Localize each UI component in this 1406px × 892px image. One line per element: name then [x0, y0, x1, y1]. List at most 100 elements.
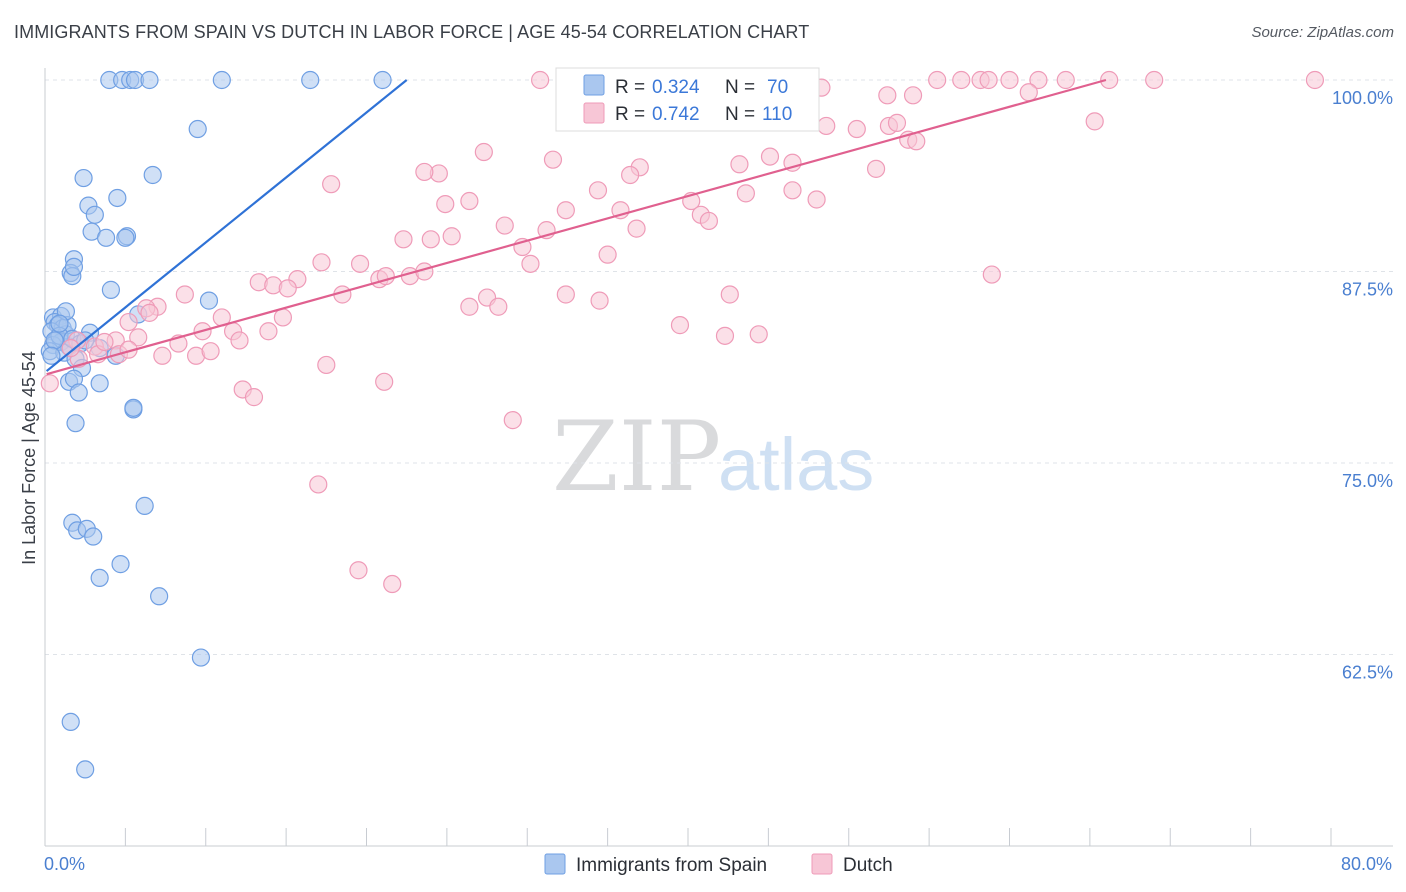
bottom-legend-swatch-spain: [544, 853, 566, 875]
data-point: [736, 184, 755, 203]
data-point: [521, 254, 540, 273]
data-point: [312, 253, 331, 272]
y-tick-label: 100.0%: [1332, 88, 1393, 108]
watermark-atlas: atlas: [718, 423, 874, 506]
data-point: [108, 188, 127, 208]
data-point: [45, 331, 64, 350]
data-point: [129, 328, 148, 347]
data-point: [84, 527, 103, 546]
data-point: [421, 230, 440, 249]
trend-line-dutch: [46, 78, 1107, 376]
data-point: [74, 168, 93, 188]
data-point: [1029, 70, 1048, 90]
data-point: [556, 201, 575, 220]
data-point: [543, 150, 563, 169]
data-point: [715, 326, 735, 345]
data-point: [760, 147, 780, 166]
legend-n-value-dutch: 110: [762, 104, 792, 125]
data-point: [349, 561, 368, 580]
data-point: [350, 254, 370, 273]
y-tick-labels: 62.5% 75.0% 87.5% 100.0%: [1332, 88, 1393, 683]
data-point: [301, 70, 320, 90]
data-point: [1100, 70, 1119, 90]
legend-swatch-spain: [583, 74, 605, 96]
data-point: [230, 331, 249, 350]
series-legend: Immigrants from Spain Dutch: [544, 853, 893, 876]
data-point: [309, 475, 328, 494]
data-point: [124, 398, 143, 417]
data-point: [40, 374, 59, 393]
legend-r-label-dutch: R =: [615, 104, 645, 125]
data-point: [436, 194, 455, 214]
watermark-zip: ZIP: [552, 401, 721, 513]
data-point: [175, 285, 194, 304]
data-point: [101, 280, 121, 299]
data-point: [730, 155, 749, 174]
data-point: [588, 181, 608, 200]
y-tick-label: 62.5%: [1342, 663, 1393, 683]
data-point: [1305, 70, 1325, 90]
data-point: [1019, 83, 1038, 102]
series-dutch-points: [40, 70, 1325, 594]
data-point: [1056, 70, 1075, 90]
data-point: [503, 411, 522, 430]
data-point: [90, 374, 109, 393]
y-tick-label: 87.5%: [1342, 280, 1393, 300]
data-point: [878, 86, 897, 105]
data-point: [212, 70, 231, 90]
data-point: [278, 279, 297, 298]
legend-r-value-dutch: 0.742: [652, 104, 700, 125]
data-point: [415, 162, 434, 182]
data-point: [116, 228, 135, 247]
data-point: [140, 303, 159, 322]
data-point: [383, 574, 402, 594]
data-point: [135, 496, 154, 515]
data-point: [95, 332, 114, 352]
data-point: [460, 297, 479, 316]
data-point: [627, 219, 646, 238]
legend-r-label-spain: R =: [615, 77, 645, 98]
data-point: [69, 383, 88, 402]
data-point: [699, 211, 718, 231]
data-point: [749, 325, 768, 344]
data-point: [244, 388, 264, 407]
data-point: [982, 265, 1001, 284]
data-point: [460, 191, 479, 211]
gridlines: [45, 79, 1393, 655]
axes: [44, 68, 1393, 847]
data-point: [1085, 112, 1104, 131]
bottom-legend-label-spain: Immigrants from Spain: [576, 855, 767, 876]
y-tick-label: 75.0%: [1342, 471, 1393, 491]
data-point: [64, 257, 84, 277]
points-layer: [40, 70, 1325, 779]
data-point: [119, 312, 138, 332]
data-point: [952, 70, 971, 90]
data-point: [531, 70, 550, 90]
data-point: [42, 346, 61, 365]
data-point: [442, 227, 461, 246]
bottom-legend-label-dutch: Dutch: [843, 855, 893, 876]
data-point: [96, 228, 116, 247]
data-point: [720, 285, 739, 304]
data-point: [670, 316, 690, 335]
data-point: [373, 70, 392, 90]
data-point: [807, 190, 826, 209]
series-spain-points: [40, 70, 392, 779]
data-point: [590, 291, 609, 310]
data-point: [201, 342, 220, 361]
data-point: [199, 291, 219, 310]
x-tick-label-min: 0.0%: [44, 854, 85, 874]
data-point: [50, 314, 69, 333]
chart-title: IMMIGRANTS FROM SPAIN VS DUTCH IN LABOR …: [14, 22, 810, 42]
data-point: [150, 587, 169, 606]
trend-layer: [45, 78, 1107, 376]
stats-legend: R = 0.324 N = 70 R = 0.742 N = 110: [555, 67, 820, 132]
y-axis-label: In Labor Force | Age 45-54: [19, 351, 39, 565]
bottom-legend-swatch-dutch: [811, 853, 833, 875]
data-point: [979, 70, 998, 90]
legend-n-value-spain: 70: [767, 77, 788, 98]
data-point: [317, 355, 336, 375]
data-point: [76, 760, 95, 779]
data-point: [598, 245, 617, 264]
